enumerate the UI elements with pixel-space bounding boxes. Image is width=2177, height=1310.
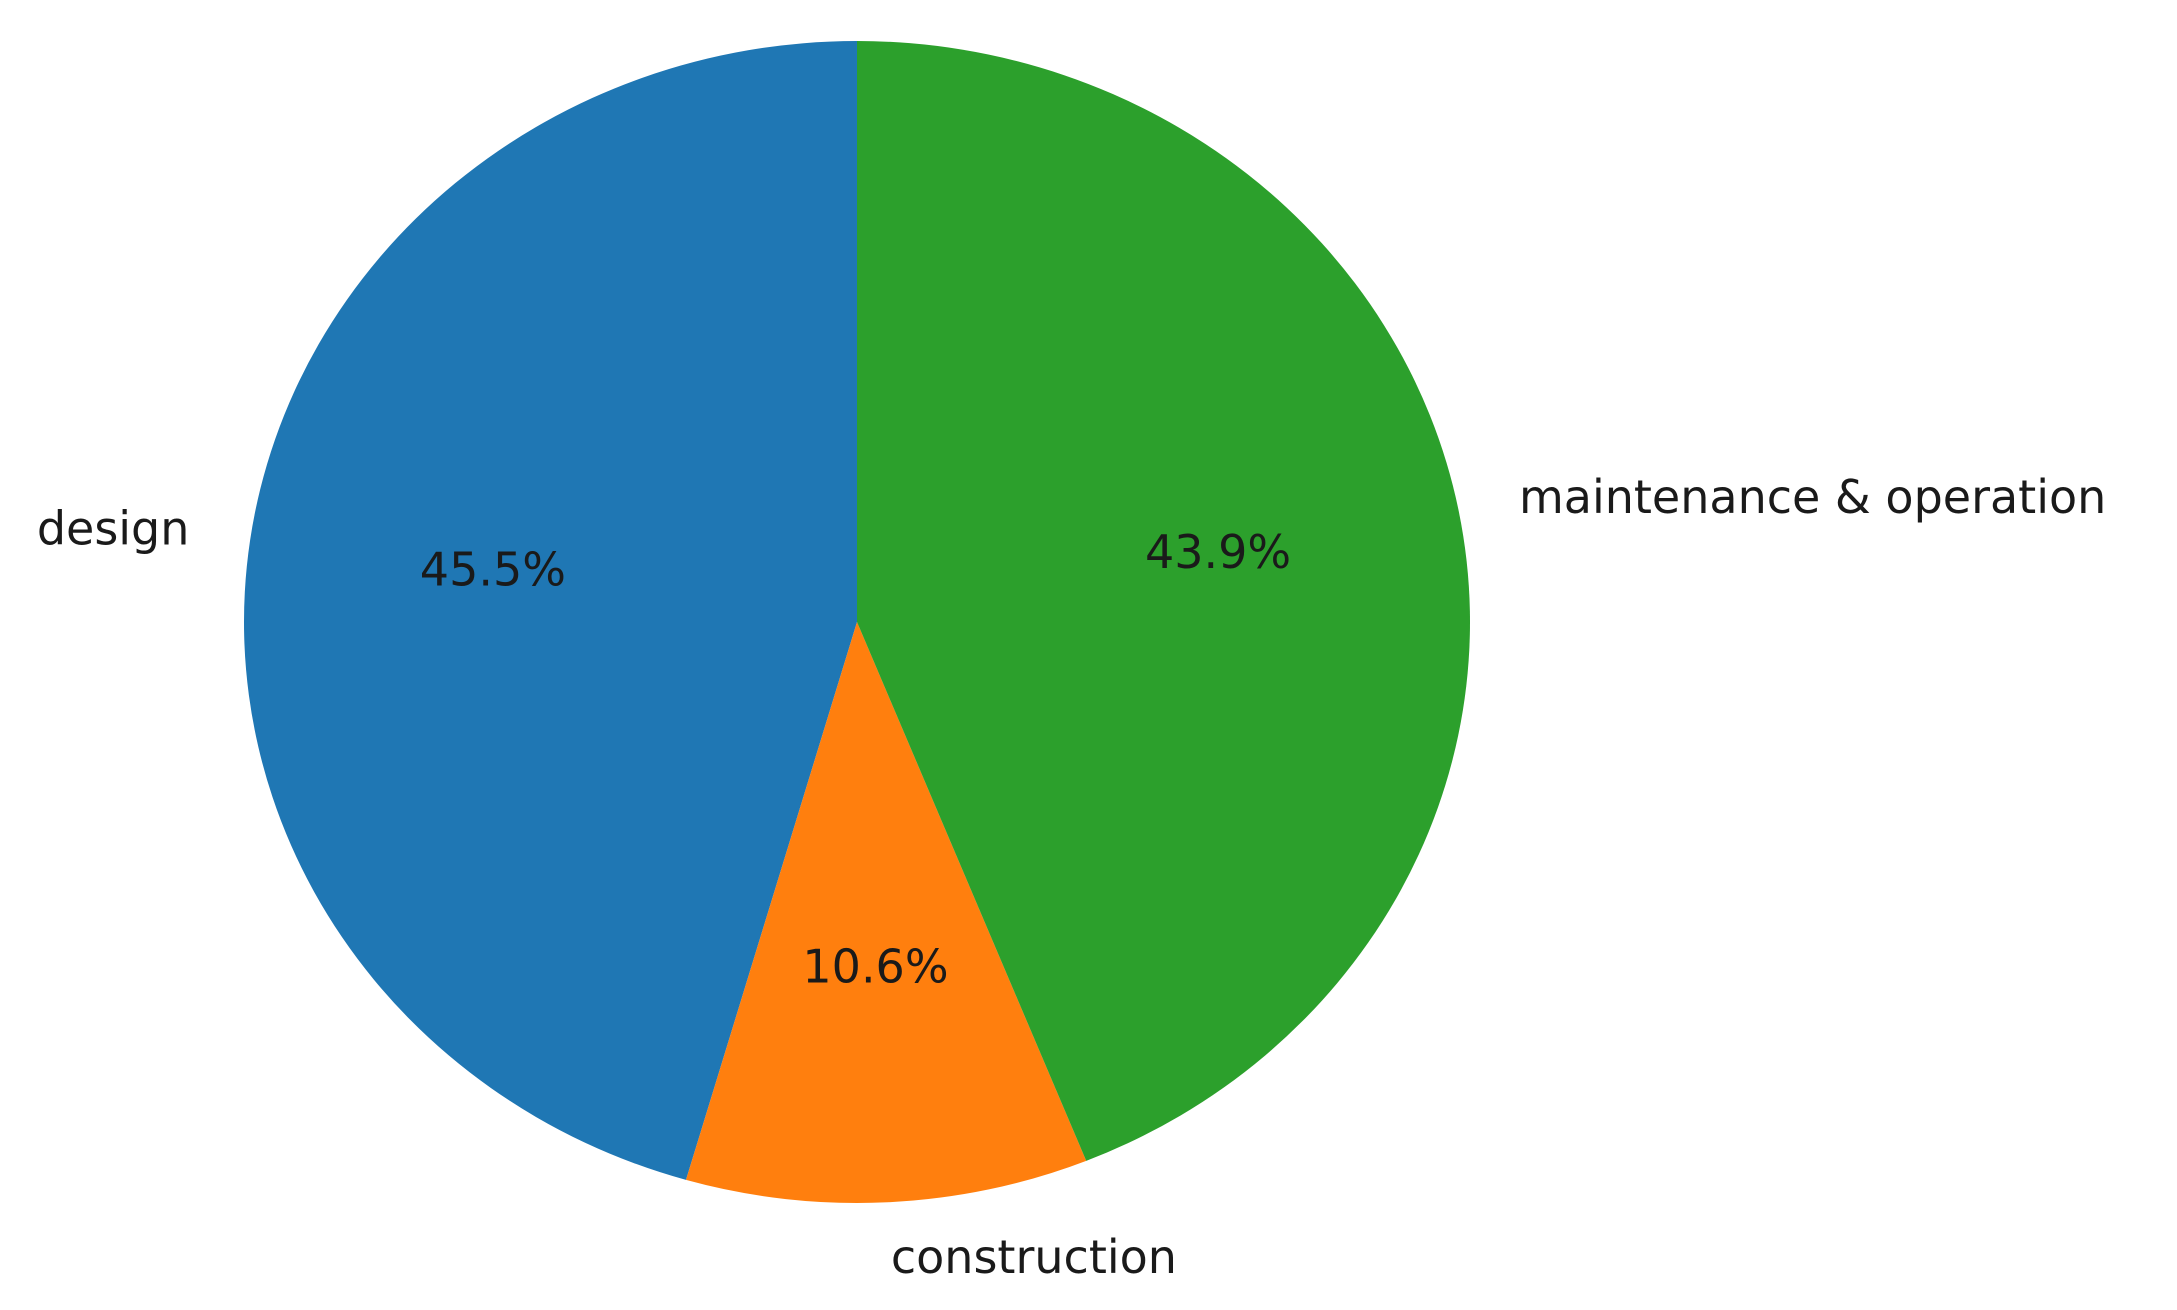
pie-slice [244, 41, 857, 1180]
pie-slice [685, 622, 1087, 1203]
pct-label: 10.6% [802, 940, 948, 994]
pct-label: 43.9% [1145, 525, 1291, 579]
slice-label: maintenance & operation [1519, 470, 2106, 524]
slice-label: construction [891, 1230, 1177, 1284]
pie-slice [857, 41, 1470, 1161]
pct-label: 45.5% [420, 542, 566, 596]
slice-label: design [37, 501, 190, 555]
